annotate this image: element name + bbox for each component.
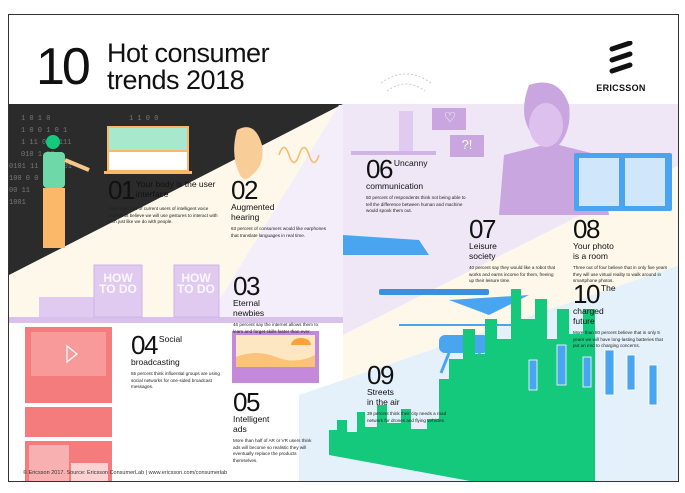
trend-description: More than half of current users of intel… bbox=[108, 206, 218, 225]
trend-title: Leisure society bbox=[469, 241, 497, 261]
svg-text:0101 11 0010101: 0101 11 0010101 bbox=[9, 163, 72, 171]
trend-description: More than half of AR or VR users think a… bbox=[233, 438, 312, 463]
svg-text:010 1 00: 010 1 00 bbox=[21, 151, 55, 159]
trend-05: 05 Intelligent ads More than half of AR or… bbox=[233, 387, 317, 464]
svg-text:00 11: 00 11 bbox=[9, 187, 30, 195]
robot-hand-tray bbox=[343, 235, 529, 315]
trend-title: Your body is the user interface bbox=[135, 179, 216, 199]
page-title: Hot consumer trends 2018 bbox=[107, 38, 270, 95]
trend-06: 06 Uncanny communication 50 percent of res… bbox=[366, 154, 466, 215]
trend-04: 04 Social broadcasting 55 percent think in… bbox=[131, 330, 221, 391]
ad-card bbox=[232, 331, 319, 383]
trend-07: 07 Leisure society 40 percent say they wou… bbox=[469, 214, 559, 285]
ericsson-logo-icon bbox=[609, 40, 633, 74]
trend-description: 40 percent say they would like a robot t… bbox=[469, 265, 556, 284]
trend-title: Augmented hearing bbox=[231, 202, 275, 222]
svg-text:1001: 1001 bbox=[9, 199, 26, 207]
big-number: 10 bbox=[36, 38, 91, 96]
trend-description: 50 percent of respondents think not bein… bbox=[366, 195, 466, 214]
trend-description: Three out of four believe that in only f… bbox=[573, 265, 668, 284]
trend-01: 01 Your body is the user interface More th… bbox=[108, 175, 218, 226]
title-line-1: Hot consumer bbox=[107, 38, 270, 68]
trend-description: 46 percent say the internet allows them … bbox=[233, 322, 319, 334]
ericsson-logo: ERICSSON bbox=[591, 40, 651, 93]
trend-number: 06 bbox=[366, 154, 393, 184]
ear-illustration bbox=[234, 127, 320, 179]
trend-number: 07 bbox=[469, 214, 496, 244]
trend-09: 09 Streets in the air 39 percent think the… bbox=[367, 360, 457, 424]
trend-description: 63 percent of consumers would like earph… bbox=[231, 226, 326, 238]
trend-10: 10 The charged future More than 80 percent… bbox=[573, 279, 668, 350]
trend-number: 09 bbox=[367, 360, 394, 390]
trend-08: 08 Your photo is a room Three out of four … bbox=[573, 214, 668, 285]
footer-credit: © Ericsson 2017. Source: Ericsson Consum… bbox=[23, 470, 228, 476]
trend-number: 03 bbox=[233, 271, 260, 301]
chat-bubble-text: ?! bbox=[461, 137, 473, 152]
brand-name: ERICSSON bbox=[596, 83, 646, 93]
heart-icon: ♡ bbox=[443, 109, 457, 125]
city-skyline bbox=[329, 289, 658, 481]
trend-number: 02 bbox=[231, 175, 258, 205]
trend-title: Eternal newbies bbox=[233, 298, 265, 318]
photo-album bbox=[574, 153, 672, 211]
svg-text:1 0 0 1 0 1: 1 0 0 1 0 1 bbox=[21, 127, 67, 135]
trend-title: Intelligent ads bbox=[233, 414, 270, 434]
title-line-2: trends 2018 bbox=[107, 65, 245, 95]
trend-02: 02 Augmented hearing 63 percent of consume… bbox=[231, 175, 326, 239]
trend-number: 10 bbox=[573, 279, 600, 309]
trend-number: 05 bbox=[233, 387, 260, 417]
trend-title: The charged future bbox=[573, 283, 616, 326]
chat-bubbles bbox=[432, 108, 484, 157]
trend-number: 04 bbox=[131, 330, 158, 360]
svg-text:1 1 0 0: 1 1 0 0 bbox=[129, 115, 158, 123]
book-cover-label: HOW TO DO bbox=[99, 271, 137, 296]
trend-number: 01 bbox=[108, 175, 135, 205]
trend-description: 39 percent think their city needs a road… bbox=[367, 411, 447, 423]
trend-title: Uncanny communication bbox=[366, 158, 428, 191]
books bbox=[39, 264, 220, 318]
book-cover-label: HOW TO DO bbox=[177, 271, 215, 296]
trend-description: More than 80 percent believe that in onl… bbox=[573, 330, 663, 349]
trend-title: Streets in the air bbox=[367, 387, 400, 407]
shelf bbox=[9, 317, 343, 323]
trend-number: 08 bbox=[573, 214, 600, 244]
person-figure bbox=[43, 135, 90, 248]
smart-speaker bbox=[351, 73, 436, 155]
svg-text:1 0 1 0: 1 0 1 0 bbox=[21, 115, 50, 123]
trend-03: 03 Eternal newbies 46 percent say the inte… bbox=[233, 271, 328, 335]
trend-title: Your photo is a room bbox=[573, 241, 614, 261]
trend-title: Social broadcasting bbox=[131, 334, 183, 367]
social-feed-cards bbox=[25, 327, 112, 481]
trend-description: 55 percent think influential groups are … bbox=[131, 371, 220, 390]
window-gesture-screen bbox=[104, 126, 192, 174]
svg-text:100 0 0 0 1: 100 0 0 0 1 bbox=[9, 175, 55, 183]
